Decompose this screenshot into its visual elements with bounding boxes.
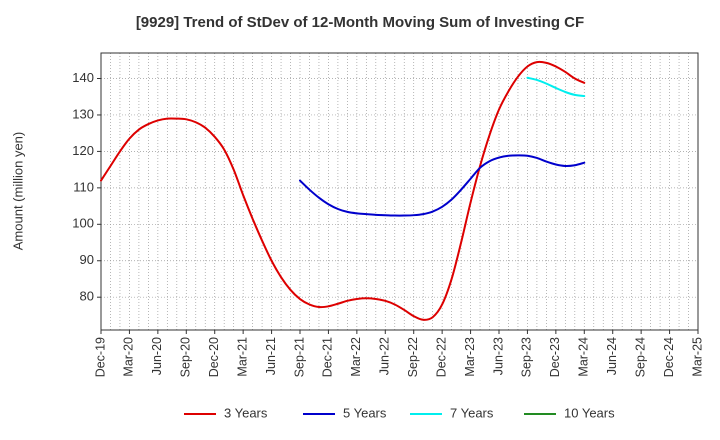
x-tick-label: Sep-23 — [520, 337, 534, 377]
x-tick-label: Dec-21 — [321, 337, 335, 377]
x-tick-label: Sep-20 — [179, 337, 193, 377]
x-tick-label: Sep-21 — [292, 337, 306, 377]
x-tick-label: Jun-23 — [491, 337, 505, 375]
y-tick-label: 130 — [72, 106, 94, 121]
x-tick-label: Mar-22 — [349, 337, 363, 377]
x-tick-label: Jun-20 — [150, 337, 164, 375]
x-tick-label: Dec-23 — [548, 337, 562, 377]
series-line-3 — [526, 76, 586, 98]
series-line-1 — [100, 60, 586, 321]
grid — [101, 53, 698, 330]
x-tick-label: Jun-24 — [605, 337, 619, 375]
x-tick-label: Dec-20 — [207, 337, 221, 377]
legend-label-1: 3 Years — [224, 405, 268, 420]
legend-label-2: 5 Years — [343, 405, 387, 420]
chart-title: [9929] Trend of StDev of 12-Month Moving… — [135, 14, 585, 31]
x-tick-label: Sep-24 — [633, 337, 647, 377]
y-axis-label: Amount (million yen) — [10, 132, 25, 251]
x-tick-label: Jun-21 — [264, 337, 278, 375]
series-line-2 — [299, 154, 586, 217]
x-tick-label: Dec-22 — [434, 337, 448, 377]
plot-area-frame — [100, 52, 699, 331]
x-tick-label: Dec-19 — [93, 337, 107, 377]
y-tick-label: 80 — [80, 289, 94, 304]
series-lines — [100, 60, 586, 321]
x-tick-label: Sep-22 — [406, 337, 420, 377]
y-tick-label: 100 — [72, 216, 94, 231]
x-tick-label: Mar-20 — [122, 337, 136, 377]
x-tick-label: Mar-21 — [235, 337, 249, 377]
legend: 3 Years 5 Years 7 Years 10 Years — [184, 405, 615, 420]
y-tick-label: 140 — [72, 70, 94, 85]
legend-label-4: 10 Years — [564, 405, 615, 420]
legend-label-3: 7 Years — [450, 405, 494, 420]
x-tick-label: Mar-24 — [577, 337, 591, 377]
y-tick-label: 90 — [80, 252, 94, 267]
x-axis: Dec-19 Mar-20 Jun-20 Sep-20 Dec-20 Mar-21 Jun-… — [93, 330, 704, 377]
x-tick-label: Jun-22 — [378, 337, 392, 375]
x-tick-label: Mar-25 — [690, 337, 704, 377]
x-tick-label: Dec-24 — [662, 337, 676, 377]
y-tick-label: 120 — [72, 143, 94, 158]
y-tick-label: 110 — [73, 179, 94, 194]
y-axis: 80 90 100 110 120 130 140 — [72, 70, 101, 304]
x-tick-label: Mar-23 — [463, 337, 477, 377]
